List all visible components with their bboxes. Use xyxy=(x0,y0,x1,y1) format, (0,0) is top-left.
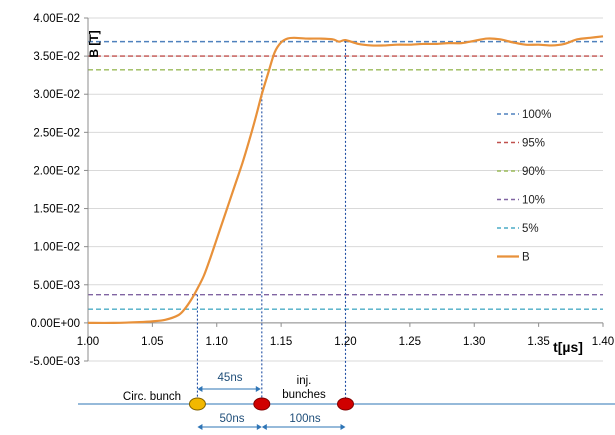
x-tick-label-0: 1.00 xyxy=(77,336,99,348)
span-100ns-arrow-head-right xyxy=(340,424,346,430)
legend-label-5pct: 5% xyxy=(522,223,539,235)
series-group xyxy=(87,35,604,325)
x-tick-label-6: 1.30 xyxy=(463,336,485,348)
y-tick-label-0: -5.00E-03 xyxy=(29,356,80,368)
y-tick-label-1: 0.00E+00 xyxy=(30,318,80,330)
span-50ns-arrow-head-left xyxy=(197,424,203,430)
x-tick-label-7: 1.35 xyxy=(527,336,549,348)
tick-labels: -5.00E-03 0.00E+00 5.00E-03 1.00E-02 1.50E-0… xyxy=(29,13,614,368)
x-axis-label: t[µs] xyxy=(553,339,583,355)
legend-label-90pct: 90% xyxy=(522,166,545,178)
span-50ns-arrow-head-right xyxy=(256,424,262,430)
y-tick-label-7: 3.00E-02 xyxy=(33,89,80,101)
legend-label-10pct: 10% xyxy=(522,195,545,207)
legend-label-95pct: 95% xyxy=(522,138,545,150)
span-45ns-arrow-head-left xyxy=(197,386,203,392)
span-45ns-arrow-head-right xyxy=(255,386,261,392)
inj-bunches-label-line2: bunches xyxy=(282,389,326,401)
x-tick-label-1: 1.05 xyxy=(141,336,163,348)
vertical-markers xyxy=(196,40,347,410)
y-tick-label-2: 5.00E-03 xyxy=(33,280,80,292)
span-100ns-label: 100ns xyxy=(289,413,321,425)
y-tick-label-9: 4.00E-02 xyxy=(33,13,80,25)
y-tick-label-4: 1.50E-02 xyxy=(33,204,80,216)
x-tick-label-2: 1.10 xyxy=(206,336,228,348)
circ-bunch-label: Circ. bunch xyxy=(123,391,181,403)
legend-label-100pct: 100% xyxy=(522,109,551,121)
x-tick-label-4: 1.20 xyxy=(334,336,356,348)
span-45ns-label: 45ns xyxy=(218,372,243,384)
legend: 100% 95% 90% 10% 5% B xyxy=(497,109,551,264)
x-tick-label-5: 1.25 xyxy=(399,336,421,348)
y-tick-label-8: 3.50E-02 xyxy=(33,51,80,63)
timeline xyxy=(78,386,615,430)
circ-bunch-marker xyxy=(188,397,206,411)
inj-bunch-marker-1 xyxy=(253,397,271,411)
series-line-B xyxy=(87,35,604,325)
span-50ns-label: 50ns xyxy=(220,413,245,425)
y-tick-label-6: 2.50E-02 xyxy=(33,127,80,139)
span-100ns-arrow-head-left xyxy=(261,424,267,430)
inj-bunches-label-line1: inj. xyxy=(297,375,312,387)
inj-bunch-marker-2 xyxy=(337,397,354,411)
y-tick-label-3: 1.00E-02 xyxy=(33,242,80,254)
y-tick-label-5: 2.00E-02 xyxy=(33,165,80,177)
legend-label-B: B xyxy=(522,252,530,264)
x-tick-label-3: 1.15 xyxy=(270,336,292,348)
y-axis-label: B [T] xyxy=(87,30,101,57)
x-tick-label-8: 1.40 xyxy=(592,336,614,348)
